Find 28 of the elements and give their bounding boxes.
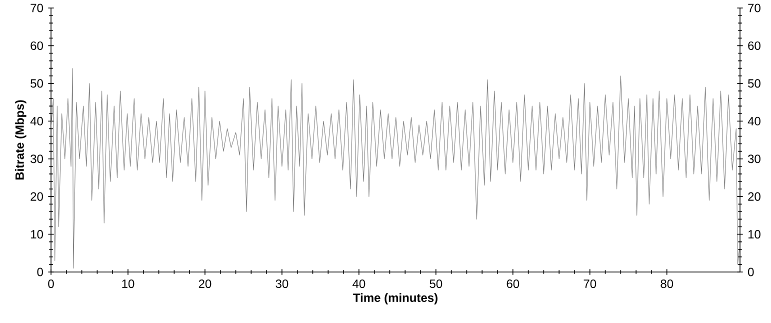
x-tick-label: 40 bbox=[352, 280, 366, 288]
line-series bbox=[51, 68, 740, 268]
y2-tick-label: 70 bbox=[748, 4, 760, 12]
y-tick-label: 70 bbox=[30, 4, 43, 12]
y-tick-label: 60 bbox=[30, 41, 43, 50]
y2-tick-label: 30 bbox=[748, 154, 760, 164]
y-axis-title: Bitrate (Mbps) bbox=[15, 100, 26, 180]
y2-tick-label: 20 bbox=[748, 192, 760, 201]
x-tick-label: 60 bbox=[506, 280, 520, 288]
y2-tick-label: 50 bbox=[748, 79, 760, 88]
x-tick-label: 30 bbox=[276, 280, 288, 288]
y-tick-label: 50 bbox=[30, 79, 43, 88]
x-tick-label: 10 bbox=[122, 280, 134, 288]
y-tick-label: 40 bbox=[30, 116, 43, 126]
x-tick-label: 80 bbox=[660, 280, 674, 288]
y-tick-label: 10 bbox=[31, 230, 43, 239]
y-tick-label: 0 bbox=[37, 268, 43, 276]
x-tick-label: 20 bbox=[198, 280, 212, 288]
x-axis-title: Time (minutes) bbox=[353, 293, 438, 304]
y2-tick-label: 0 bbox=[748, 268, 754, 276]
x-tick-label: 0 bbox=[48, 280, 54, 288]
y-tick-label: 20 bbox=[30, 192, 43, 201]
y2-tick-label: 40 bbox=[748, 116, 760, 126]
x-tick-label: 50 bbox=[430, 280, 442, 288]
y-tick-label: 30 bbox=[30, 154, 43, 164]
y2-tick-label: 10 bbox=[748, 230, 760, 239]
x-tick-label: 70 bbox=[584, 280, 596, 288]
y2-tick-label: 60 bbox=[748, 41, 760, 50]
